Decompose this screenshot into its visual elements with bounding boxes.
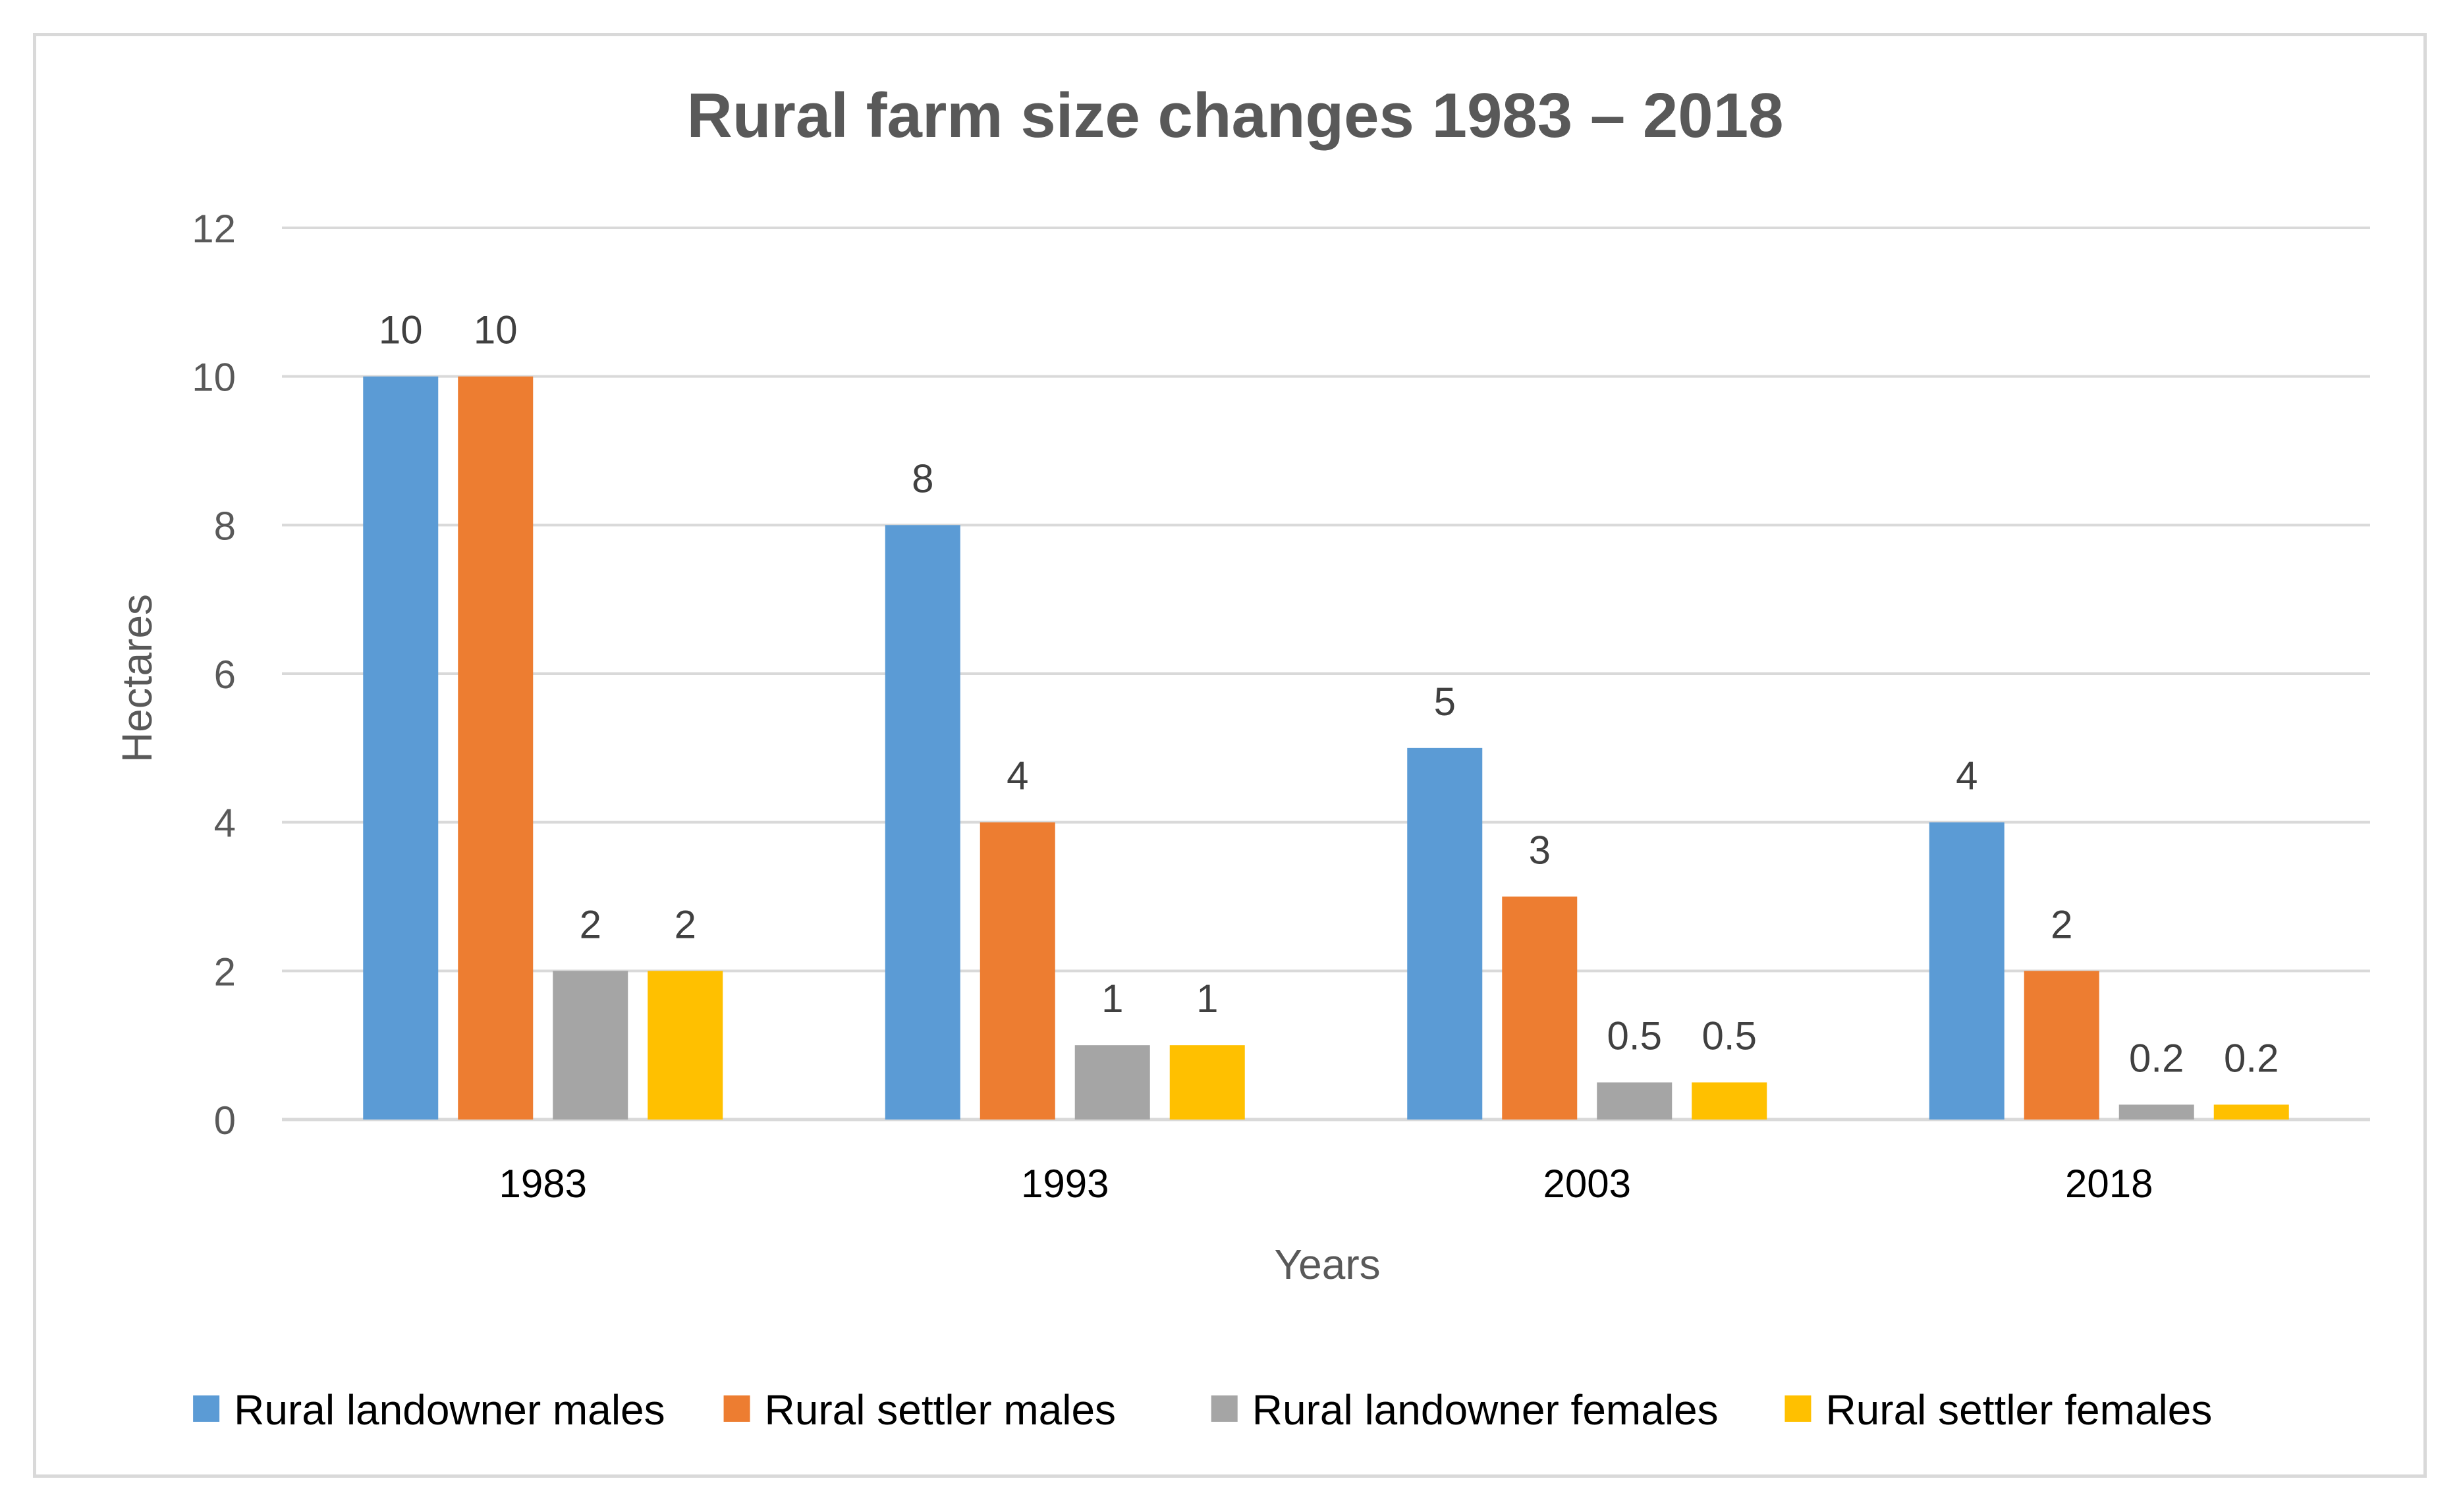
data-label: 0.5 bbox=[1607, 1014, 1662, 1058]
data-label: 4 bbox=[1007, 754, 1028, 798]
legend-label: Rural landowner females bbox=[1252, 1386, 1719, 1434]
legend-item: Rural landowner males bbox=[193, 1386, 665, 1434]
bar bbox=[1169, 1045, 1245, 1120]
chart-title: Rural farm size changes 1983 – 2018 bbox=[687, 80, 1784, 151]
bar bbox=[1502, 896, 1578, 1120]
y-tick-label: 2 bbox=[214, 950, 236, 994]
bars bbox=[363, 376, 2289, 1120]
bar bbox=[1407, 747, 1483, 1120]
data-label: 2 bbox=[580, 902, 601, 946]
data-label: 2 bbox=[2051, 902, 2072, 946]
legend-swatch bbox=[723, 1395, 750, 1422]
data-label: 0.2 bbox=[2224, 1036, 2279, 1080]
y-tick-label: 8 bbox=[214, 504, 236, 548]
data-labels: 10 10 2 2 8 4 1 1 5 3 0.5 0.5 4 2 0.2 0.2 bbox=[379, 308, 2279, 1081]
y-tick-label: 6 bbox=[214, 653, 236, 697]
data-label: 1 bbox=[1101, 977, 1123, 1021]
bar bbox=[553, 971, 628, 1120]
y-tick-label: 10 bbox=[192, 356, 236, 400]
data-label: 0.2 bbox=[2129, 1036, 2184, 1080]
data-label: 8 bbox=[912, 456, 933, 500]
bar bbox=[1929, 822, 2005, 1120]
data-label: 10 bbox=[474, 308, 518, 352]
legend-label: Rural landowner males bbox=[234, 1386, 665, 1434]
bar bbox=[1692, 1082, 1767, 1120]
x-tick-label: 1993 bbox=[1021, 1162, 1109, 1206]
data-label: 4 bbox=[1956, 754, 1977, 798]
y-tick-label: 12 bbox=[192, 207, 236, 251]
legend-label: Rural settler males bbox=[765, 1386, 1117, 1434]
data-label: 3 bbox=[1529, 828, 1551, 873]
bar bbox=[458, 376, 534, 1120]
y-tick-label: 4 bbox=[214, 801, 236, 846]
bar bbox=[1597, 1082, 1673, 1120]
bar bbox=[648, 971, 723, 1120]
legend-swatch bbox=[1784, 1395, 1811, 1422]
y-axis-ticks: 0 2 4 6 8 10 12 bbox=[192, 207, 236, 1143]
legend-swatch bbox=[193, 1395, 220, 1422]
legend-item: Rural settler females bbox=[1784, 1386, 2212, 1434]
data-label: 0.5 bbox=[1702, 1014, 1757, 1058]
data-label: 2 bbox=[675, 902, 696, 946]
x-tick-label: 1983 bbox=[499, 1162, 587, 1206]
legend-label: Rural settler females bbox=[1825, 1386, 2212, 1434]
x-axis-label: Years bbox=[1274, 1241, 1380, 1288]
x-tick-label: 2003 bbox=[1543, 1162, 1631, 1206]
bar bbox=[2024, 971, 2099, 1120]
x-tick-label: 2018 bbox=[2065, 1162, 2153, 1206]
y-tick-label: 0 bbox=[214, 1098, 236, 1143]
legend-swatch bbox=[1211, 1395, 1238, 1422]
bar bbox=[363, 376, 439, 1120]
legend-item: Rural landowner females bbox=[1211, 1386, 1719, 1434]
y-axis-label: Hectares bbox=[113, 594, 161, 763]
data-label: 5 bbox=[1434, 680, 1456, 724]
bar bbox=[1074, 1045, 1150, 1120]
data-label: 1 bbox=[1196, 977, 1218, 1021]
bar bbox=[2213, 1104, 2289, 1120]
x-axis-ticks: 1983 1993 2003 2018 bbox=[499, 1162, 2153, 1206]
gridlines bbox=[282, 227, 2370, 1121]
bar bbox=[980, 822, 1055, 1120]
bar bbox=[885, 525, 960, 1120]
data-label: 10 bbox=[379, 308, 423, 352]
legend-item: Rural settler males bbox=[723, 1386, 1117, 1434]
bar bbox=[2118, 1104, 2194, 1120]
legend: Rural landowner males Rural settler males… bbox=[193, 1386, 2212, 1434]
